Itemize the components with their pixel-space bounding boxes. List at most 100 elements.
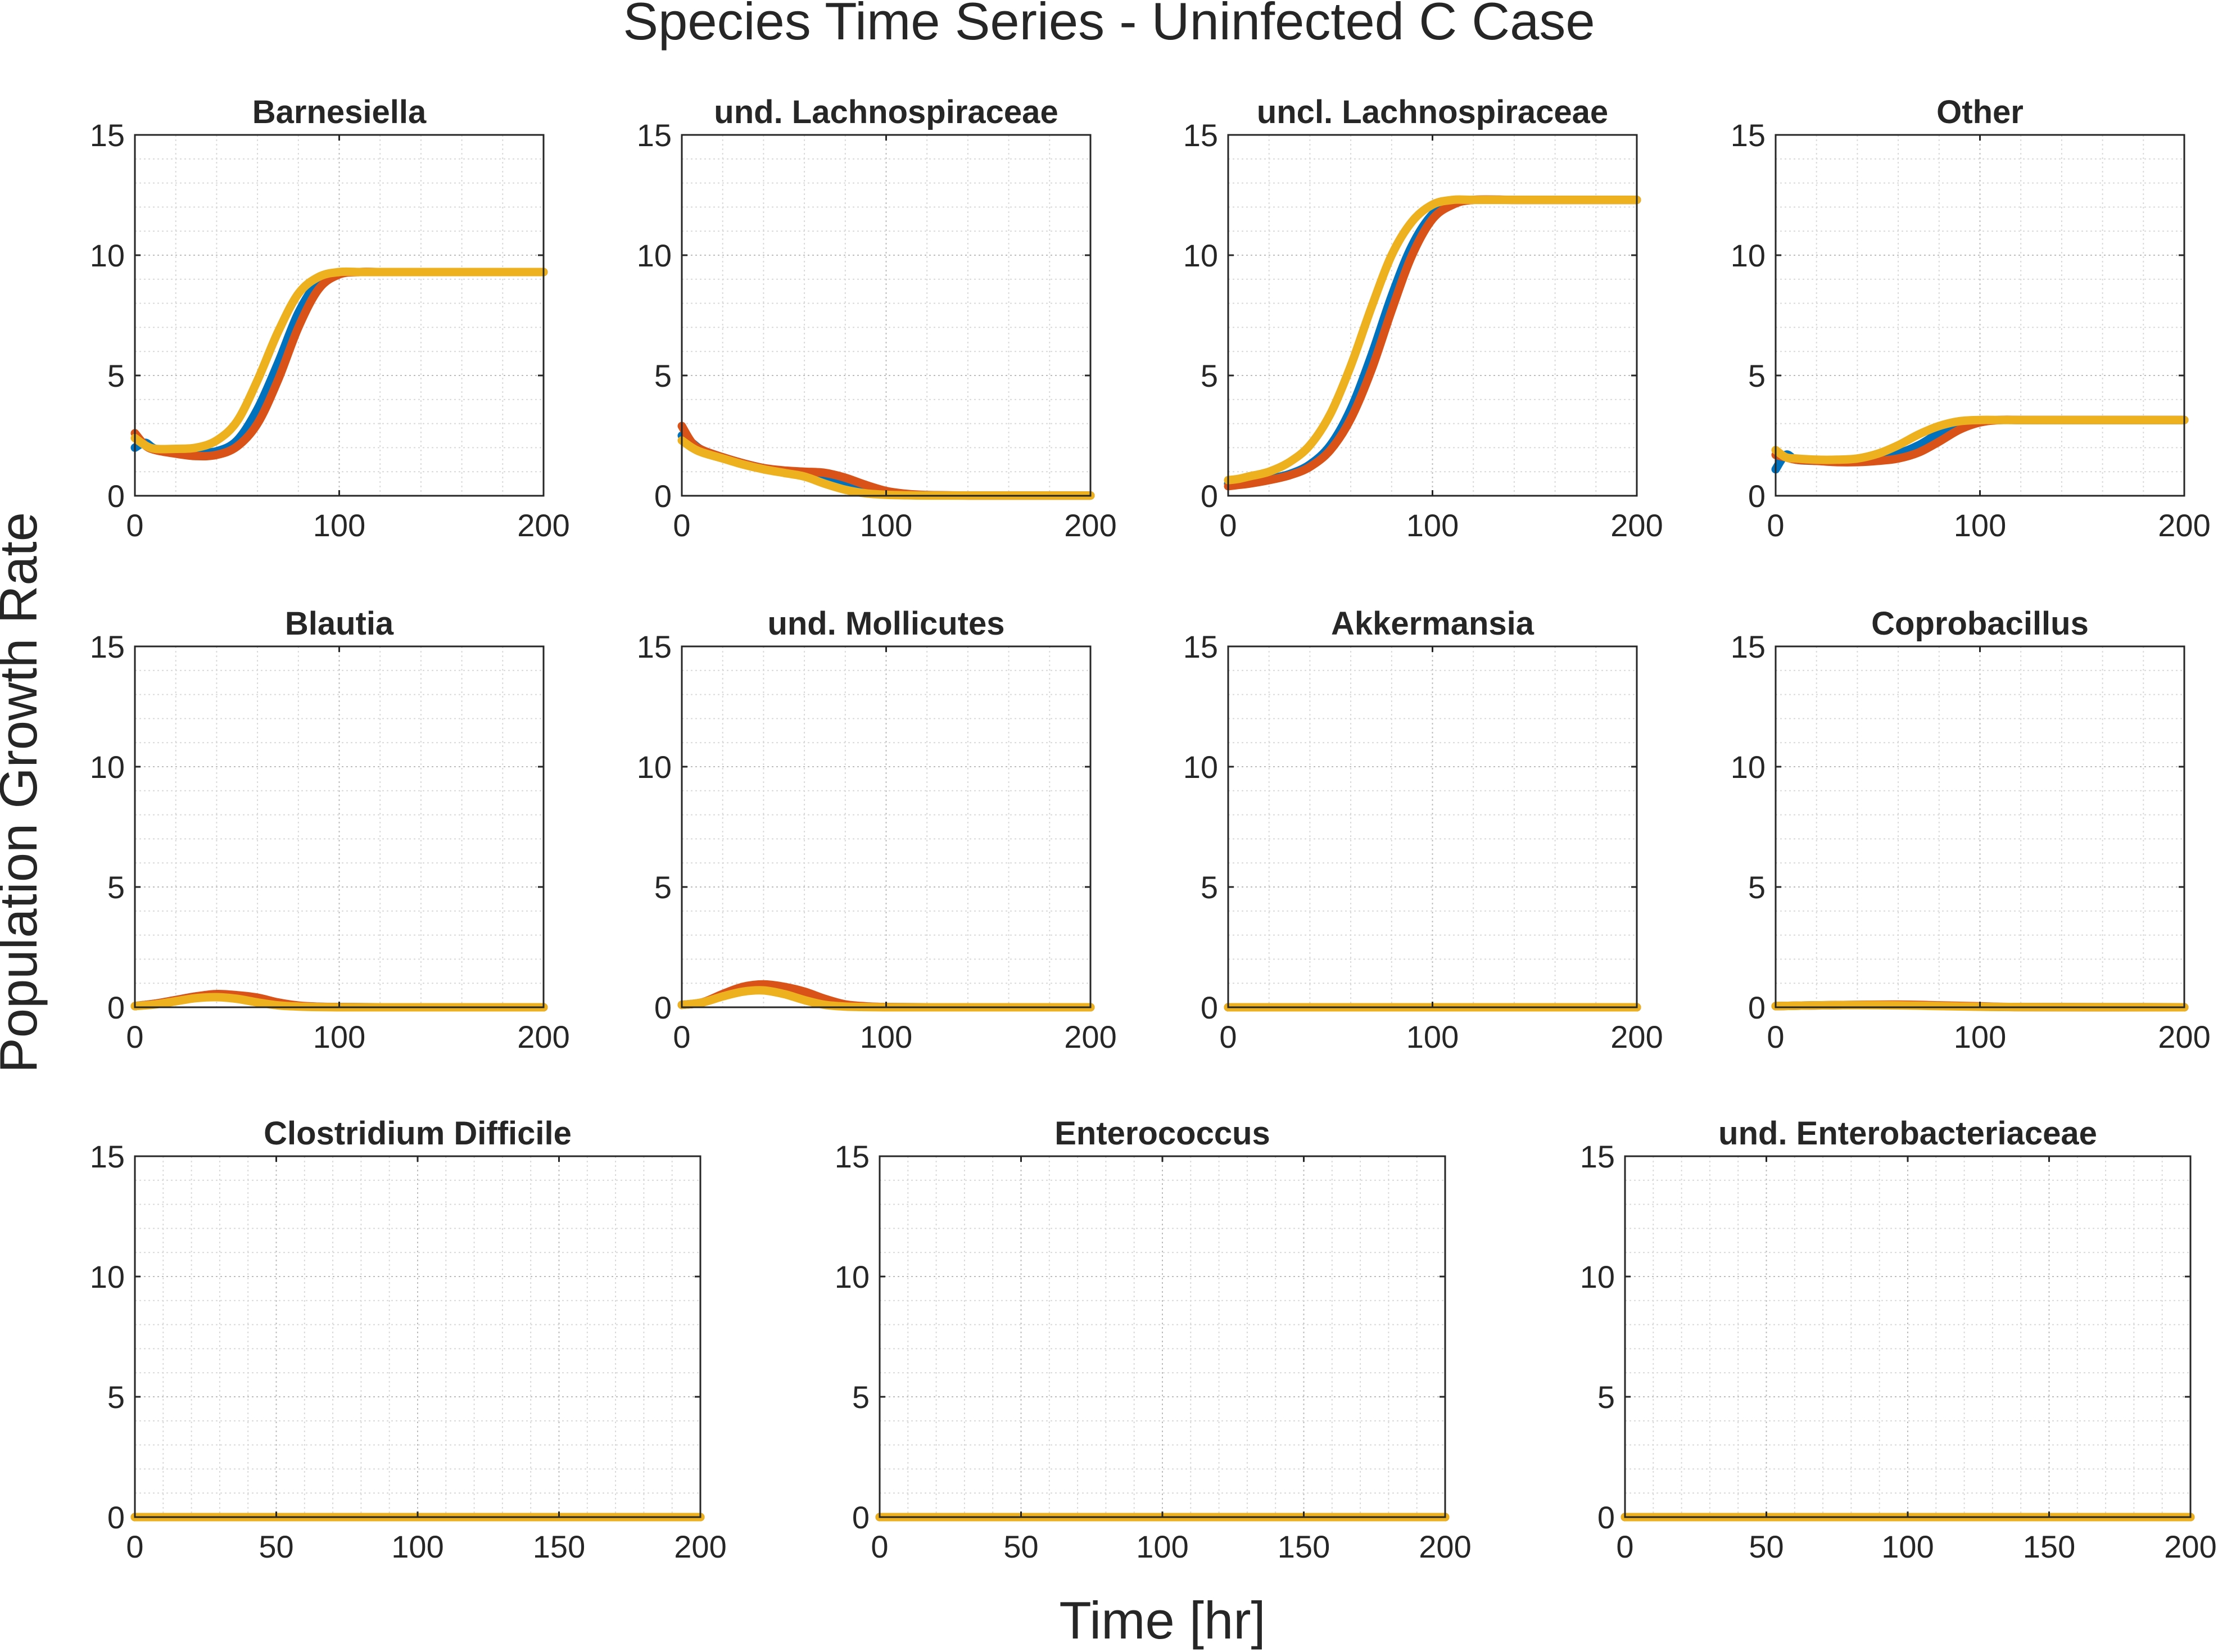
y-tick-label: 15 (1731, 629, 1766, 664)
y-tick-label: 0 (1201, 478, 1218, 514)
x-tick-label: 200 (2158, 1019, 2210, 1054)
y-tick-label: 10 (90, 1259, 125, 1295)
x-tick-label: 100 (1136, 1529, 1188, 1564)
y-tick-label: 15 (90, 629, 125, 664)
subplot-title: Barnesiella (252, 94, 427, 130)
y-tick-label: 0 (852, 1500, 870, 1535)
y-tick-label: 5 (1597, 1379, 1615, 1415)
series-line-3 (1771, 415, 2189, 464)
subplot-title: und. Enterobacteriaceae (1718, 1115, 2097, 1152)
y-tick-label: 0 (1597, 1500, 1615, 1535)
y-tick-label: 5 (654, 870, 672, 905)
x-tick-label: 100 (860, 1019, 912, 1054)
subplot-title: Blautia (285, 605, 394, 642)
y-tick-label: 15 (1183, 117, 1218, 153)
x-tick-label: 150 (533, 1529, 585, 1564)
figure-x-axis-label: Time [hr] (1059, 1591, 1265, 1650)
subplot-2: 0 100 200 0 5 10 15 und. Lachnospiraceae (637, 94, 1117, 543)
y-tick-label: 15 (1183, 629, 1218, 664)
x-tick-label: 100 (313, 508, 365, 543)
x-tick-label: 50 (1749, 1529, 1784, 1564)
y-tick-label: 0 (1748, 990, 1766, 1025)
x-tick-label: 200 (1610, 1019, 1663, 1054)
series-line-3 (1224, 195, 1641, 485)
y-tick-label: 5 (107, 358, 125, 393)
x-tick-label: 150 (2023, 1529, 2075, 1564)
y-tick-label: 0 (1748, 478, 1766, 514)
y-tick-label: 0 (107, 478, 125, 514)
subplot-title: und. Mollicutes (767, 605, 1004, 642)
y-tick-label: 15 (1580, 1139, 1615, 1174)
subplot-title: und. Lachnospiraceae (714, 94, 1058, 130)
x-tick-label: 0 (1219, 508, 1237, 543)
series-line-3 (130, 267, 548, 454)
y-tick-label: 5 (1201, 358, 1218, 393)
y-tick-label: 0 (1201, 990, 1218, 1025)
y-tick-label: 10 (1731, 749, 1766, 785)
subplot-title: Akkermansia (1331, 605, 1535, 642)
x-tick-label: 200 (2164, 1529, 2216, 1564)
series-group (1224, 195, 1641, 491)
y-tick-label: 10 (90, 749, 125, 785)
x-tick-label: 100 (1406, 508, 1459, 543)
subplot-title: Clostridium Difficile (264, 1115, 572, 1152)
subplot-9: 0 50 100 150 200 0 5 10 15 Clostridium Difficile (90, 1115, 727, 1564)
subplot-6: 0 100 200 0 5 10 15 und. Mollicutes (637, 605, 1117, 1054)
x-tick-label: 100 (1406, 1019, 1459, 1054)
y-tick-label: 0 (654, 478, 672, 514)
x-tick-label: 100 (391, 1529, 443, 1564)
subplot-8: 0 100 200 0 5 10 15 Coprobacillus (1731, 605, 2211, 1054)
x-tick-label: 200 (1064, 1019, 1116, 1054)
x-tick-label: 0 (126, 1019, 143, 1054)
x-tick-label: 200 (1419, 1529, 1471, 1564)
y-tick-label: 10 (637, 238, 672, 273)
y-tick-label: 5 (1748, 870, 1766, 905)
subplot-5: 0 100 200 0 5 10 15 Blautia (90, 605, 570, 1054)
x-tick-label: 200 (2158, 508, 2210, 543)
subplot-10: 0 50 100 150 200 0 5 10 15 Enterococcus (835, 1115, 1472, 1564)
x-tick-label: 100 (860, 508, 912, 543)
subplot-3: 0 100 200 0 5 10 15 uncl. Lachnospiraceae (1183, 94, 1663, 543)
y-tick-label: 0 (107, 990, 125, 1025)
x-tick-label: 50 (1003, 1529, 1038, 1564)
subplot-title: Enterococcus (1054, 1115, 1270, 1152)
y-tick-label: 15 (835, 1139, 870, 1174)
y-tick-label: 10 (835, 1259, 870, 1295)
y-tick-label: 10 (90, 238, 125, 273)
y-tick-label: 10 (1183, 749, 1218, 785)
y-tick-label: 15 (1731, 117, 1766, 153)
x-tick-label: 150 (1278, 1529, 1330, 1564)
x-tick-label: 0 (126, 508, 143, 543)
x-tick-label: 50 (259, 1529, 293, 1564)
x-tick-label: 200 (1610, 508, 1663, 543)
y-tick-label: 10 (1580, 1259, 1615, 1295)
y-tick-label: 15 (90, 1139, 125, 1174)
x-tick-label: 0 (1767, 1019, 1784, 1054)
x-tick-label: 200 (1064, 508, 1116, 543)
subplot-title: Other (1936, 94, 2024, 130)
x-tick-label: 0 (126, 1529, 143, 1564)
x-tick-label: 0 (871, 1529, 888, 1564)
subplot-4: 0 100 200 0 5 10 15 Other (1731, 94, 2211, 543)
series-group (1771, 415, 2189, 474)
subplot-title: Coprobacillus (1871, 605, 2089, 642)
y-tick-label: 0 (654, 990, 672, 1025)
x-tick-label: 100 (1954, 508, 2006, 543)
x-tick-label: 0 (1767, 508, 1784, 543)
x-tick-label: 200 (517, 1019, 569, 1054)
figure-title: Species Time Series - Uninfected C Case (623, 0, 1595, 51)
subplot-title: uncl. Lachnospiraceae (1257, 94, 1608, 130)
y-tick-label: 15 (637, 629, 672, 664)
y-tick-label: 5 (107, 870, 125, 905)
y-tick-label: 10 (1731, 238, 1766, 273)
x-tick-label: 0 (1616, 1529, 1633, 1564)
subplot-7: 0 100 200 0 5 10 15 Akkermansia (1183, 605, 1663, 1054)
y-tick-label: 15 (637, 117, 672, 153)
figure-y-axis-label: Population Growth Rate (0, 512, 48, 1073)
x-tick-label: 0 (1219, 1019, 1237, 1054)
y-tick-label: 5 (107, 1379, 125, 1415)
subplot-1: 0 100 200 0 5 10 15 Barnesiella (90, 94, 570, 543)
y-tick-label: 0 (107, 1500, 125, 1535)
